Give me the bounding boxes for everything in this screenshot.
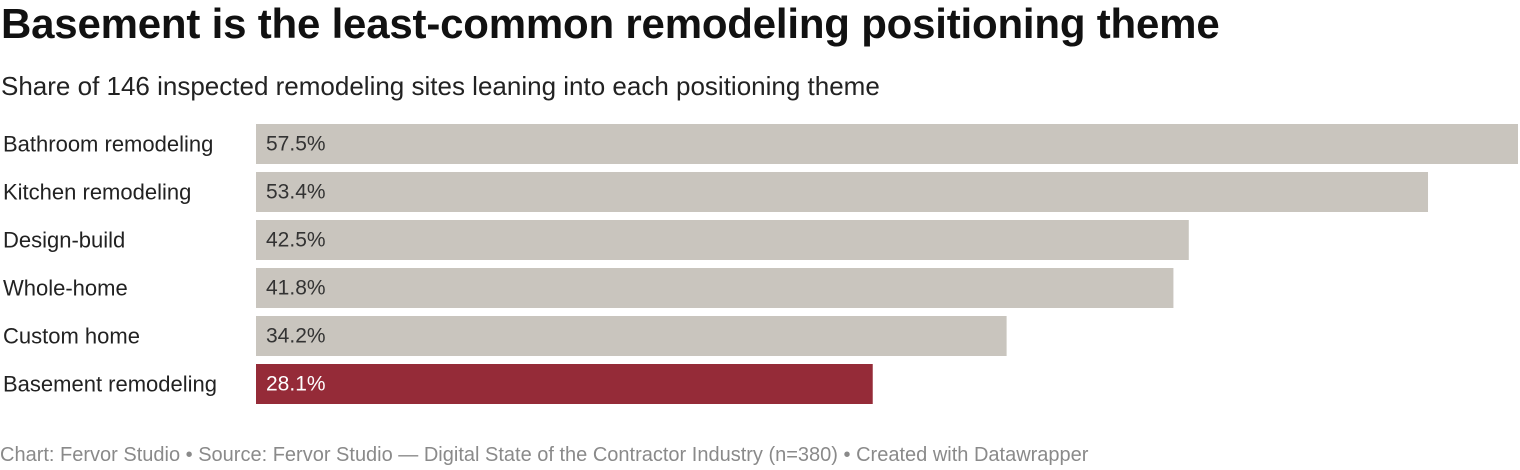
value-label: 42.5% (266, 229, 326, 252)
category-label: Custom home (3, 324, 140, 349)
chart-credit: Chart: Fervor Studio (0, 444, 181, 466)
chart-footer: Chart: Fervor Studio • Source: Fervor St… (0, 444, 1088, 467)
value-label: 34.2% (266, 325, 326, 348)
category-label: Design-build (3, 228, 125, 253)
value-label: 41.8% (266, 277, 326, 300)
bar (256, 268, 1174, 308)
bar-row: Whole-home 41.8% (3, 268, 1174, 308)
bar-row: Basement remodeling 28.1% (3, 364, 873, 404)
bar (256, 220, 1189, 260)
category-label: Whole-home (3, 276, 128, 301)
bar-row: Bathroom remodeling 57.5% (3, 124, 1518, 164)
category-label: Kitchen remodeling (3, 180, 191, 205)
chart-subtitle: Share of 146 inspected remodeling sites … (1, 71, 880, 101)
bar (256, 124, 1518, 164)
footer-separator: • (843, 444, 851, 466)
value-label: 53.4% (266, 181, 326, 204)
bar (256, 316, 1007, 356)
chart-title: Basement is the least-common remodeling … (1, 0, 1220, 47)
value-label: 57.5% (266, 133, 326, 156)
category-label: Bathroom remodeling (3, 132, 213, 157)
bar-chart: Bathroom remodeling 57.5% Kitchen remodeli… (3, 124, 1518, 404)
bar (256, 172, 1429, 212)
bar-row: Kitchen remodeling 53.4% (3, 172, 1429, 212)
highlighted-bar (256, 364, 873, 404)
category-label: Basement remodeling (3, 372, 217, 397)
bar-row: Design-build 42.5% (3, 220, 1189, 260)
bar-row: Custom home 34.2% (3, 316, 1007, 356)
value-label: 28.1% (266, 373, 326, 396)
tool-credit: Created with Datawrapper (856, 444, 1089, 466)
source-credit: Source: Fervor Studio — Digital State of… (198, 444, 838, 466)
footer-separator: • (185, 444, 193, 466)
